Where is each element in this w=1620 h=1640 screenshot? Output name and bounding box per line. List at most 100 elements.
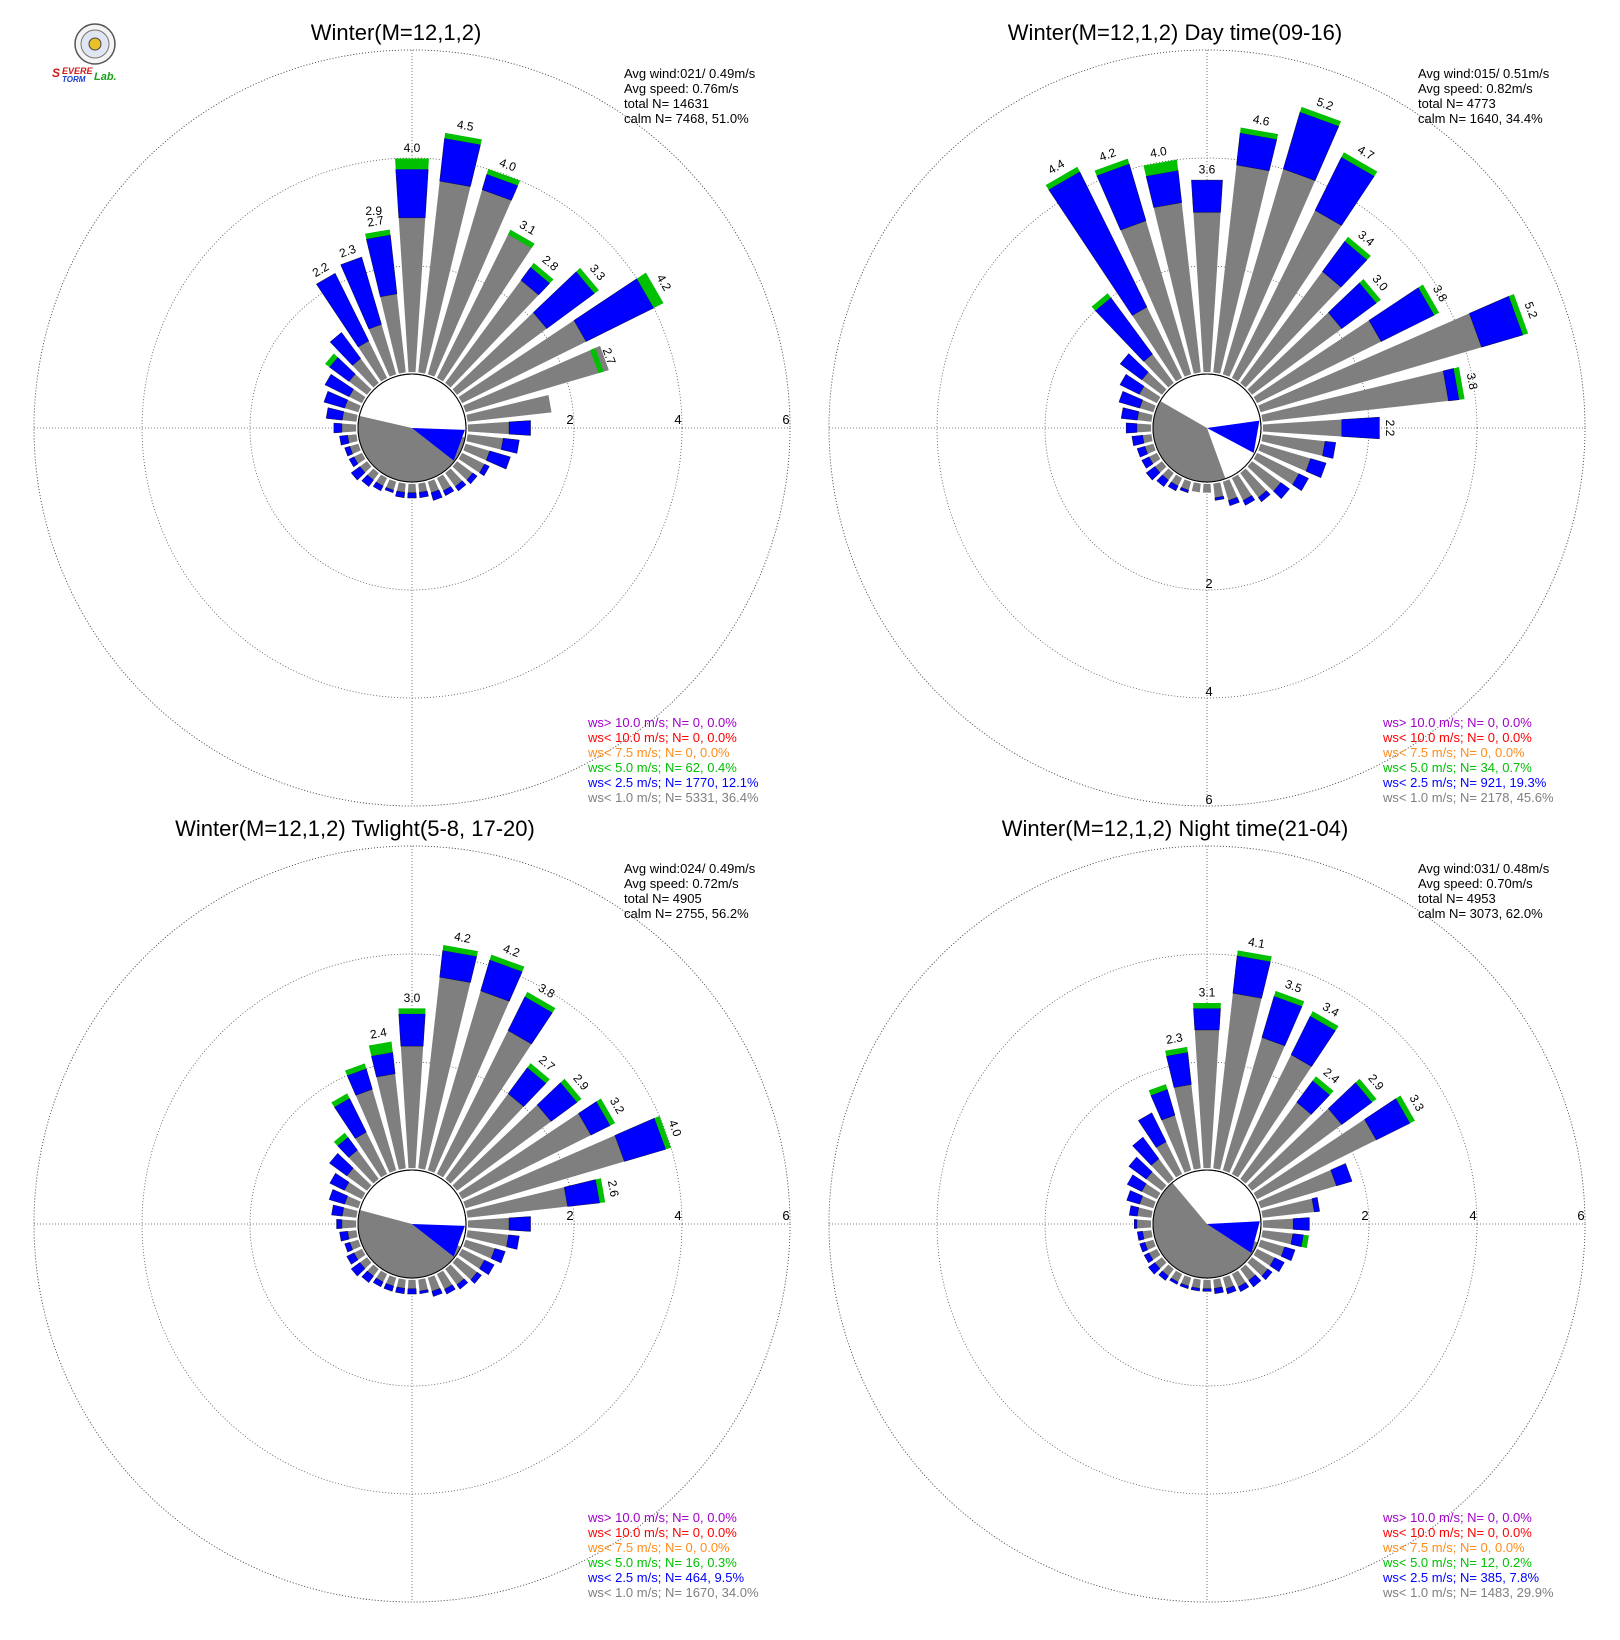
- bar-segment-ws-lt-2-5: [431, 1288, 443, 1297]
- bar-segment-ws-lt-5: [331, 1093, 350, 1108]
- svg-text:S: S: [52, 66, 60, 80]
- bar-segment-ws-lt-5: [530, 262, 554, 284]
- bar-segment-ws-lt-2-5: [361, 1270, 374, 1283]
- bar-segment-ws-lt-2-5: [430, 489, 443, 501]
- bar-segment-ws-lt-1: [352, 358, 379, 388]
- bar-segment-ws-lt-2-5: [444, 1284, 456, 1295]
- bar-segment-ws-lt-2-5: [578, 1101, 611, 1136]
- bar-segment-ws-lt-5: [398, 1008, 426, 1014]
- mean-wind-vector: [1207, 1221, 1260, 1253]
- bar-segment-ws-lt-1: [458, 452, 485, 473]
- bar-value-label: 4.6: [1252, 112, 1271, 129]
- bar-segment-ws-lt-1: [1240, 468, 1267, 498]
- bar-segment-ws-lt-1: [1141, 372, 1167, 395]
- bar-segment-ws-lt-2-5: [1261, 1268, 1273, 1281]
- bar-segment-ws-lt-1: [342, 411, 358, 422]
- legend-entry: ws< 7.5 m/s; N= 0, 0.0%: [1382, 745, 1525, 760]
- ring-tick-label: 6: [1205, 792, 1212, 807]
- bar-segment-ws-lt-1: [1222, 479, 1238, 501]
- bar-segment-ws-lt-2-5: [456, 1278, 469, 1290]
- legend-entry: ws> 10.0 m/s; N= 0, 0.0%: [1382, 715, 1532, 730]
- legend-entry: ws< 2.5 m/s; N= 1770, 12.1%: [587, 775, 759, 790]
- ring-tick-label: 4: [1469, 1208, 1476, 1223]
- bar-segment-ws-lt-2-5: [470, 1271, 482, 1284]
- bar-segment-ws-lt-1: [1261, 434, 1326, 456]
- bar-segment-ws-lt-1: [342, 1207, 358, 1218]
- wind-rose-panel: 2 4 63.04.24.23.82.72.93.24.02.62.4Winter(…: [33, 816, 791, 1603]
- bar-segment-ws-lt-1: [1240, 1102, 1312, 1184]
- bar-value-label: 2.4: [369, 1025, 388, 1042]
- bar-segment-ws-lt-1: [452, 312, 547, 395]
- bar-segment-ws-lt-2-5: [508, 1216, 531, 1232]
- legend-entry: ws< 7.5 m/s; N= 0, 0.0%: [587, 745, 730, 760]
- bar-segment-ws-lt-2-5: [340, 256, 382, 330]
- bar-segment-ws-lt-1: [1261, 1198, 1315, 1218]
- bar-segment-ws-lt-1: [1247, 1257, 1268, 1277]
- bar-segment-ws-lt-1: [436, 1270, 453, 1290]
- stats-line: Avg speed: 0.70m/s: [1418, 876, 1533, 891]
- bar-segment-ws-lt-5: [590, 348, 604, 374]
- bar-segment-ws-lt-5: [636, 272, 664, 308]
- bar-segment-ws-lt-5: [1193, 1003, 1221, 1009]
- bar-segment-ws-lt-2-5: [407, 492, 417, 499]
- grid-ring: [141, 157, 683, 699]
- bar-segment-ws-lt-1: [349, 1239, 361, 1250]
- bar-segment-ws-lt-2-5: [344, 1242, 353, 1253]
- stats-line: Avg speed: 0.76m/s: [624, 81, 739, 96]
- bar-segment-ws-lt-1: [347, 1230, 358, 1240]
- outer-ring: [33, 49, 791, 807]
- bar-segment-ws-lt-1: [1222, 1037, 1285, 1173]
- bar-segment-ws-lt-1: [376, 1073, 406, 1170]
- panel-title: Winter(M=12,1,2): [311, 20, 482, 45]
- bar-segment-ws-lt-5: [1301, 1234, 1309, 1249]
- bar-segment-ws-lt-1: [398, 217, 426, 373]
- bar-segment-ws-lt-1: [466, 1187, 568, 1218]
- bar-segment-ws-lt-2-5: [333, 422, 343, 434]
- bar-segment-ws-lt-2-5: [1126, 1190, 1143, 1205]
- legend-entry: ws< 1.0 m/s; N= 5331, 36.4%: [587, 790, 759, 805]
- bar-segment-ws-lt-1: [358, 340, 388, 382]
- bar-segment-ws-lt-2-5: [1236, 132, 1278, 172]
- stats-line: Avg wind:015/ 0.51m/s: [1418, 66, 1550, 81]
- bar-segment-ws-lt-2-5: [334, 1097, 367, 1139]
- bar-segment-ws-lt-2-5: [1273, 482, 1290, 500]
- grid-ring: [249, 265, 575, 591]
- svg-text:EVERE: EVERE: [62, 66, 94, 76]
- bar-segment-ws-lt-2-5: [350, 1262, 366, 1277]
- bar-segment-ws-lt-2-5: [1134, 1219, 1138, 1229]
- bar-segment-ws-lt-2-5: [366, 234, 398, 298]
- bar-segment-ws-lt-2-5: [1166, 1052, 1192, 1088]
- bar-segment-ws-lt-1: [418, 181, 471, 374]
- bar-segment-ws-lt-1: [380, 293, 406, 374]
- bar-segment-ws-lt-2-5: [395, 169, 429, 219]
- bar-segment-ws-lt-5: [1165, 1046, 1188, 1057]
- legend-entry: ws< 1.0 m/s; N= 1483, 29.9%: [1382, 1585, 1554, 1600]
- bar-segment-ws-lt-5: [489, 954, 525, 972]
- bar-segment-ws-lt-1: [1120, 220, 1192, 377]
- bar-segment-ws-lt-5: [654, 1115, 672, 1150]
- bar-value-label: 3.8: [536, 981, 558, 1002]
- bar-segment-ws-lt-2-5: [1322, 441, 1337, 459]
- bar-segment-ws-lt-5: [1344, 236, 1371, 260]
- bar-segment-ws-lt-1: [1181, 1275, 1192, 1287]
- bar-segment-ws-lt-5: [1237, 950, 1272, 962]
- bar-segment-ws-lt-1: [1132, 307, 1183, 382]
- bar-segment-ws-lt-1: [458, 1248, 485, 1269]
- bar-segment-ws-lt-2-5: [1179, 1283, 1189, 1290]
- bar-segment-ws-lt-1: [376, 1270, 388, 1283]
- stats-line: calm N= 7468, 51.0%: [624, 111, 749, 126]
- bar-segment-ws-lt-5: [560, 1078, 582, 1103]
- bar-segment-ws-lt-2-5: [479, 463, 490, 477]
- bar-segment-ws-lt-2-5: [407, 1288, 417, 1295]
- bar-segment-ws-lt-1: [436, 1030, 532, 1178]
- ring-tick-label: 6: [1577, 1208, 1584, 1223]
- bar-segment-ws-lt-1: [346, 1168, 372, 1191]
- bar-segment-ws-lt-1: [396, 1278, 406, 1289]
- bar-segment-ws-lt-5: [1091, 293, 1111, 311]
- stats-line: Avg speed: 0.82m/s: [1418, 81, 1533, 96]
- outer-ring: [828, 845, 1586, 1603]
- bar-segment-ws-lt-1: [407, 483, 417, 493]
- legend-entry: ws< 7.5 m/s; N= 0, 0.0%: [1382, 1540, 1525, 1555]
- legend-entry: ws> 10.0 m/s; N= 0, 0.0%: [587, 715, 737, 730]
- legend-entry: ws< 5.0 m/s; N= 16, 0.3%: [587, 1555, 737, 1570]
